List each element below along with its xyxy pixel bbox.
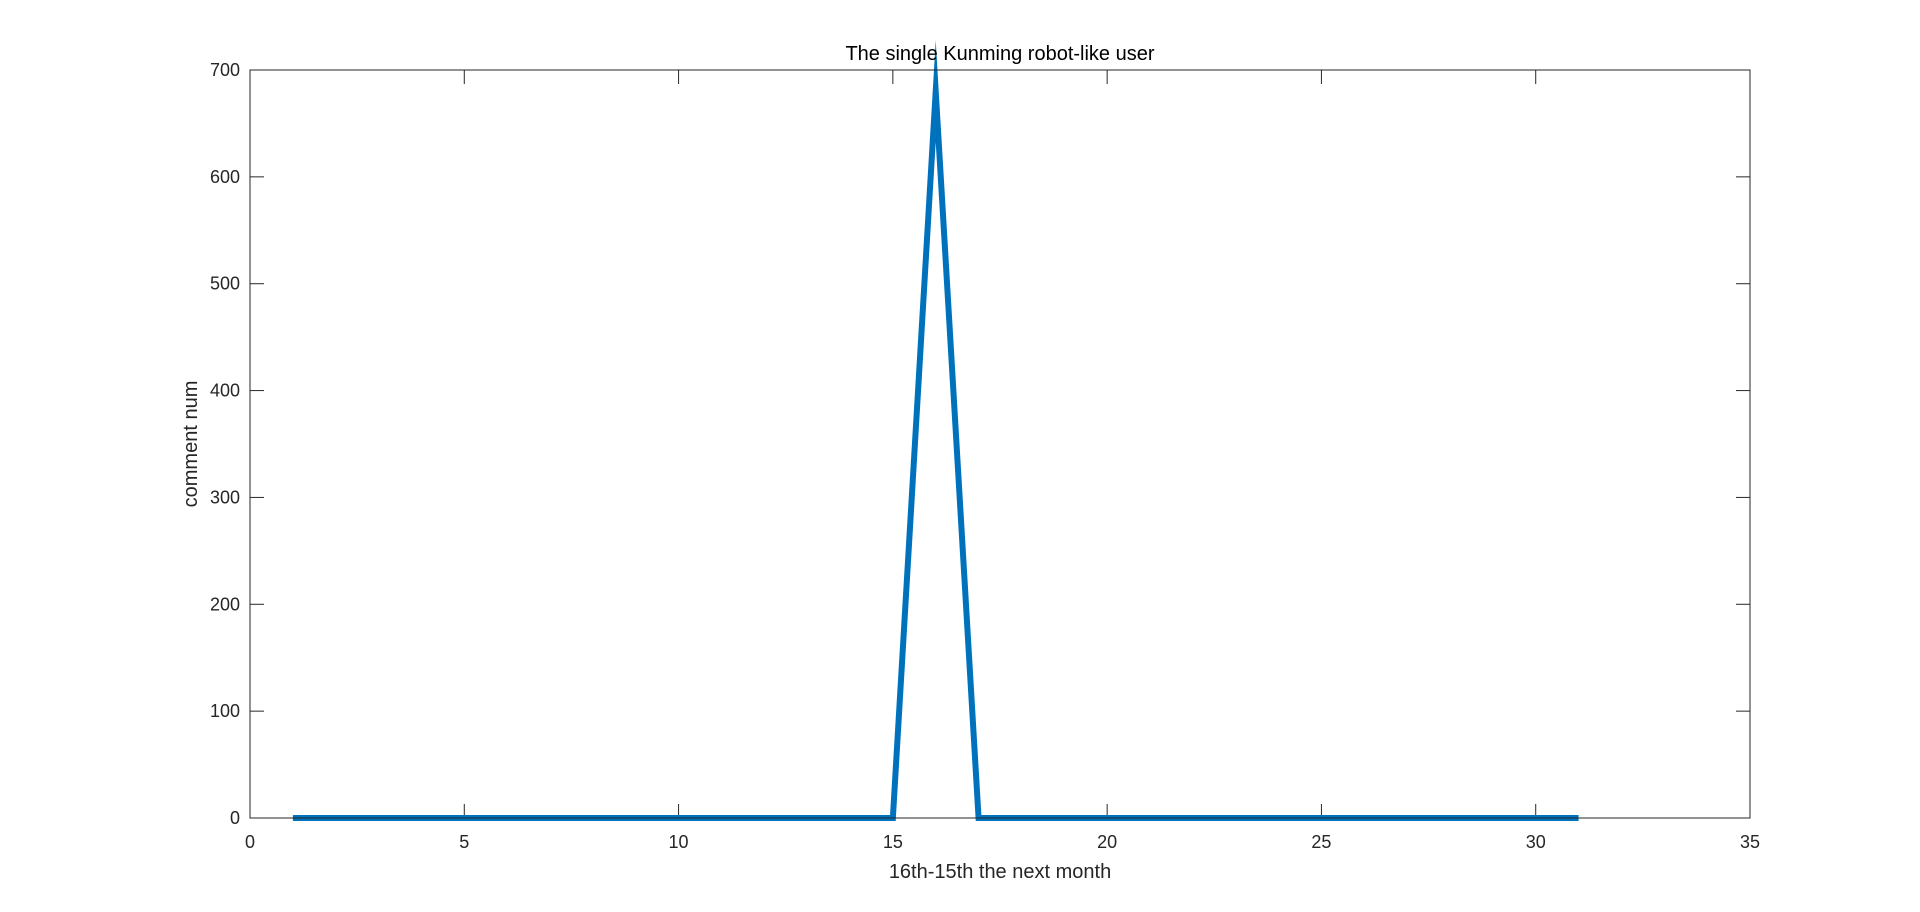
y-tick-label: 400 [210, 381, 240, 401]
axes-box [249, 69, 1751, 819]
x-tick-label: 30 [1526, 832, 1546, 852]
x-tick-label: 25 [1311, 832, 1331, 852]
y-tick-label: 500 [210, 274, 240, 294]
y-tick-label: 700 [210, 60, 240, 80]
x-tick-label: 10 [669, 832, 689, 852]
y-tick-label: 200 [210, 594, 240, 614]
y-tick-label: 300 [210, 487, 240, 507]
plot-area [250, 70, 1750, 818]
y-tick-label: 600 [210, 167, 240, 187]
chart-title: The single Kunming robot-like user [845, 43, 1154, 65]
x-tick-label: 20 [1097, 832, 1117, 852]
y-tick-label: 100 [210, 701, 240, 721]
x-tick-label: 35 [1740, 832, 1760, 852]
y-axis-title: comment num [180, 381, 202, 508]
x-axis-title: 16th-15th the next month [889, 861, 1111, 883]
x-tick-label: 5 [459, 832, 469, 852]
y-tick-labels: 0 100 200 300 400 500 600 700 [210, 60, 240, 828]
x-tick-label: 0 [245, 832, 255, 852]
x-tick-labels: 0 5 10 15 20 25 30 35 [245, 832, 1760, 852]
x-tick-label: 15 [883, 832, 903, 852]
y-tick-label: 0 [230, 808, 240, 828]
